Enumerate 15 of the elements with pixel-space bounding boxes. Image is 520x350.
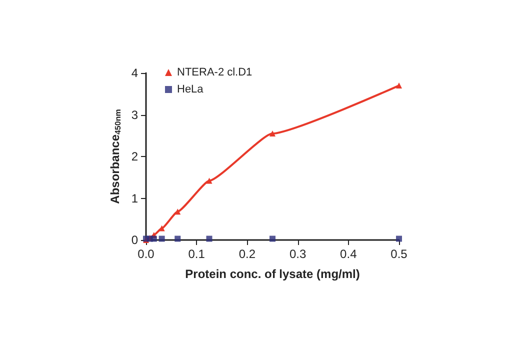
x-tick-label: 0.3 bbox=[289, 247, 306, 261]
x-tick-label: 0.4 bbox=[340, 247, 358, 261]
x-tick-label: 0.5 bbox=[390, 247, 408, 261]
legend-label: HeLa bbox=[177, 84, 204, 96]
legend-label: NTERA-2 cl.D1 bbox=[177, 66, 252, 78]
y-tick-label: 0 bbox=[131, 233, 138, 247]
y-tick-label: 2 bbox=[131, 150, 138, 164]
y-tick-label: 4 bbox=[131, 66, 138, 80]
x-tick-label: 0.1 bbox=[188, 247, 206, 261]
x-tick-label: 0.0 bbox=[138, 247, 155, 261]
y-tick-label: 3 bbox=[131, 108, 138, 122]
x-tick-label: 0.2 bbox=[238, 247, 256, 261]
y-axis-title: Absorbance450nm bbox=[108, 109, 122, 204]
x-axis-title: Protein conc. of lysate (mg/ml) bbox=[185, 267, 360, 281]
y-tick-label: 1 bbox=[131, 191, 138, 206]
